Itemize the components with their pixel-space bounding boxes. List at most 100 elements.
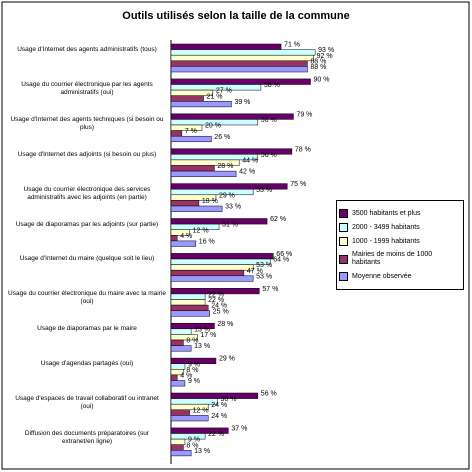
value-label: 62 % <box>270 216 286 223</box>
bar <box>170 235 178 242</box>
value-label: 56 % <box>261 117 277 124</box>
value-label: 42 % <box>239 169 255 176</box>
value-label: 53 % <box>256 273 272 280</box>
bar <box>170 433 206 440</box>
value-label: 75 % <box>290 181 306 188</box>
value-label: 12 % <box>193 407 209 414</box>
category-label: Usage d'Internet des adjoints (si besoin… <box>17 150 157 158</box>
value-label: 26 % <box>214 134 230 141</box>
bar <box>170 135 212 143</box>
bar <box>170 205 223 212</box>
value-label: 25 % <box>213 308 229 315</box>
value-label: 24 % <box>211 303 227 310</box>
value-label: 93 % <box>318 47 334 54</box>
value-label: 8 % <box>186 442 198 449</box>
category-label: Usage d'espaces de travail collaboratif … <box>15 395 159 410</box>
value-label: 16 % <box>199 239 215 246</box>
legend-item: 3500 habitants et plus <box>339 209 461 218</box>
bar <box>170 130 183 137</box>
bar <box>170 293 206 300</box>
legend-swatch <box>339 272 348 281</box>
bar <box>170 43 282 50</box>
category-label: Usage d'agendas partagés (oui) <box>40 360 134 368</box>
bar <box>170 66 308 73</box>
bar <box>170 218 268 225</box>
legend-item: 1000 - 1999 habitants <box>339 237 461 246</box>
bar <box>170 275 254 282</box>
legend-label: Moyenne observée <box>352 272 412 280</box>
bar <box>170 188 254 196</box>
value-label: 33 % <box>225 204 241 211</box>
category-label: Usage du courrier électronique des servi… <box>23 185 151 201</box>
bar <box>170 444 184 451</box>
bar <box>170 450 192 457</box>
bar <box>170 380 186 387</box>
value-label: 8 % <box>186 367 198 374</box>
value-label: 17 % <box>200 332 216 339</box>
category-label: Usage de diaporamas par le maire <box>37 325 137 333</box>
bar <box>170 374 178 381</box>
category-label: Usage d'Internet des agents techniques (… <box>10 115 164 131</box>
legend: 3500 habitants et plus 2000 - 3499 habita… <box>336 200 464 290</box>
bar <box>170 78 311 85</box>
category-label: Usage d'Internet des agents administrati… <box>17 46 157 53</box>
bar <box>170 357 217 364</box>
value-label: 9 % <box>188 378 200 385</box>
bar <box>170 363 186 370</box>
value-label: 47 % <box>247 268 263 275</box>
bar <box>170 304 209 311</box>
value-label: 58 % <box>264 82 280 89</box>
value-label: 13 % <box>194 326 210 333</box>
bar <box>170 345 192 352</box>
value-label: 66 % <box>276 251 292 258</box>
value-label: 4 % <box>180 373 192 380</box>
value-label: 90 % <box>314 77 330 84</box>
bar <box>170 253 274 260</box>
value-label: 22 % <box>208 292 224 299</box>
value-label: 8 % <box>186 338 198 345</box>
chart-title: Outils utilisés selon la taille de la co… <box>122 10 350 22</box>
legend-item: Mairies de moins de 1000 habitants <box>339 251 461 267</box>
value-label: 44 % <box>242 158 258 165</box>
legend-label: Mairies de moins de 1000 habitants <box>352 251 433 266</box>
value-label: 22 % <box>208 431 224 438</box>
value-label: 79 % <box>296 111 312 118</box>
bar <box>170 95 204 102</box>
value-label: 13 % <box>194 343 210 350</box>
value-label: 24 % <box>211 413 227 420</box>
bar <box>170 322 215 330</box>
value-label: 53 % <box>256 262 272 269</box>
bar <box>170 165 215 172</box>
legend-item: Moyenne observée <box>339 272 461 281</box>
legend-label: 3500 habitants et plus <box>352 209 421 217</box>
legend-swatch <box>339 209 348 218</box>
value-label: 39 % <box>234 99 250 106</box>
bar <box>170 299 206 306</box>
bar <box>170 101 232 108</box>
bar <box>170 392 259 399</box>
value-label: 37 % <box>231 426 247 433</box>
category-label: Usage d'Internet du maire (quelque soit … <box>19 255 155 263</box>
legend-item: 2000 - 3499 habitants <box>339 223 461 232</box>
bar <box>170 223 220 230</box>
bar <box>170 339 184 346</box>
value-label: 9 % <box>188 361 200 368</box>
bar <box>170 288 260 295</box>
value-label: 88 % <box>310 58 326 65</box>
category-label: Usage du courrier électronique par les a… <box>21 80 153 96</box>
value-label: 20 % <box>205 123 221 130</box>
bar <box>170 409 190 416</box>
value-label: 7 % <box>185 128 197 135</box>
bar <box>170 49 316 56</box>
value-label: 56 % <box>261 152 277 159</box>
value-label: 28 % <box>217 321 233 328</box>
legend-swatch <box>339 237 348 246</box>
value-label: 92 % <box>317 53 333 60</box>
value-label: 9 % <box>188 437 200 444</box>
legend-swatch <box>339 223 348 232</box>
bar <box>170 310 210 317</box>
category-label: Usage du courrier électronique du maire … <box>8 290 166 306</box>
value-label: 29 % <box>219 192 235 199</box>
